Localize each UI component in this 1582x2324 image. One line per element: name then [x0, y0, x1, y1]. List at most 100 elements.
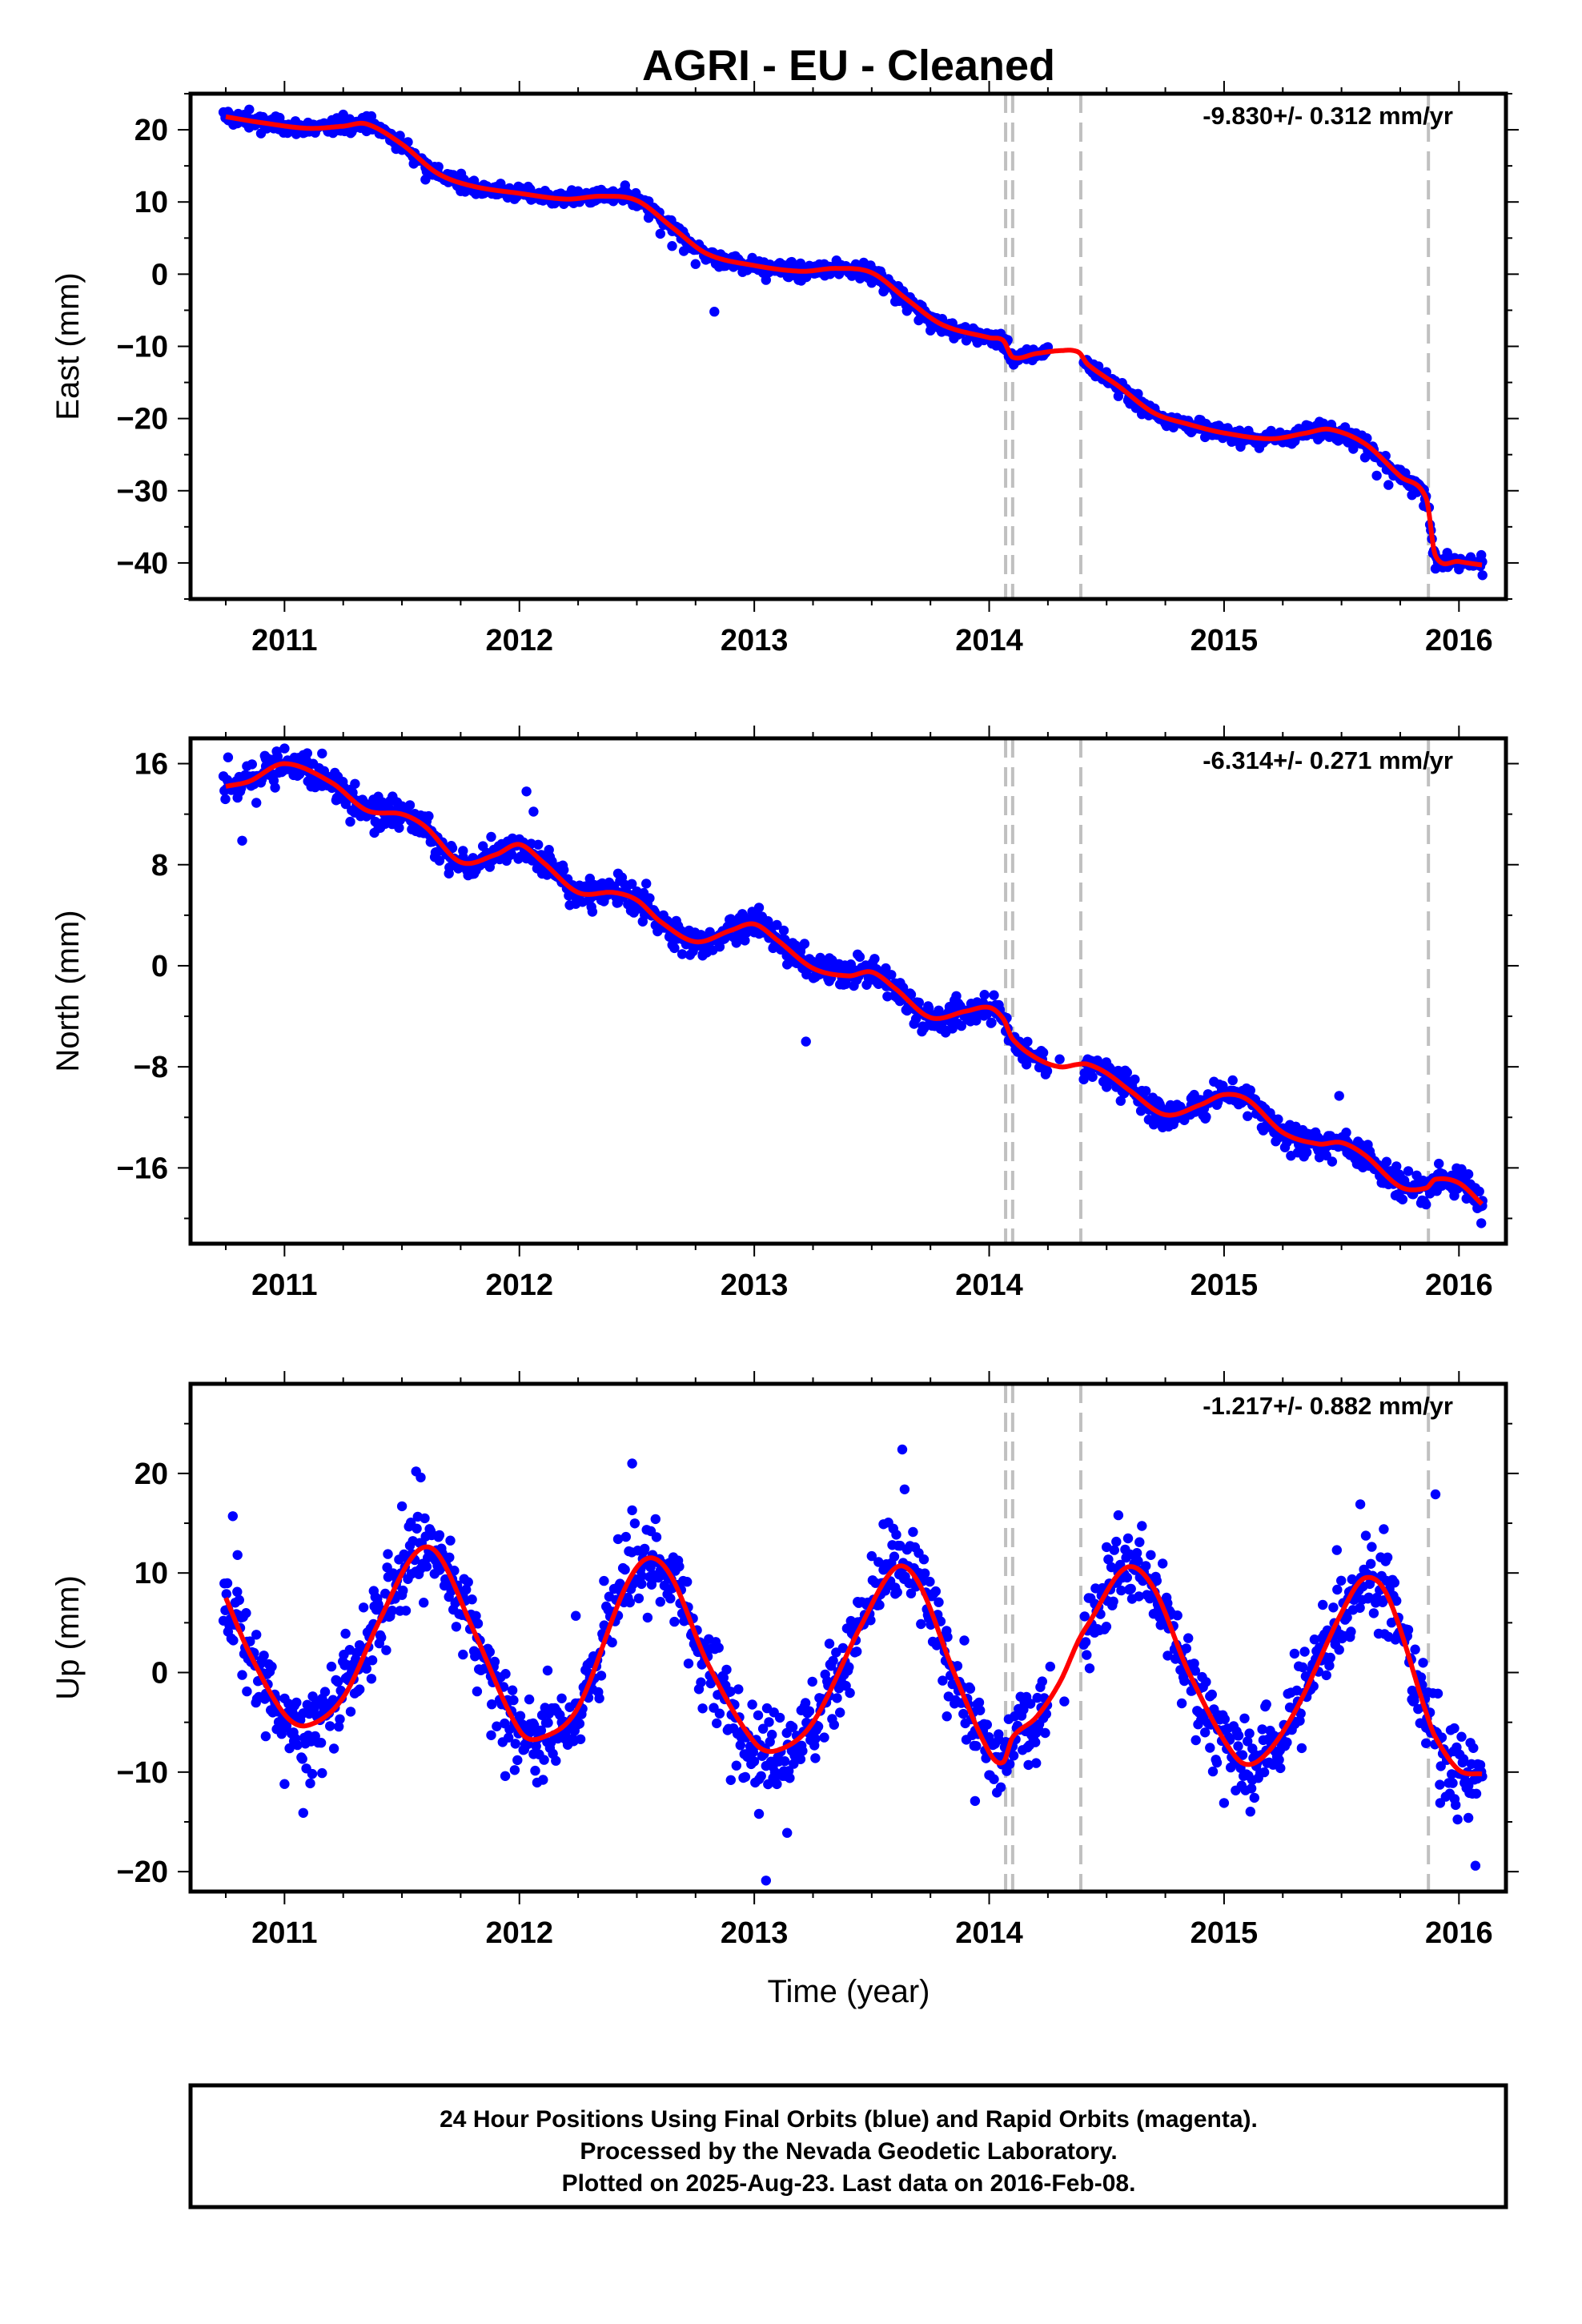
data-point: [1172, 1610, 1182, 1621]
data-point: [297, 1754, 307, 1764]
data-point: [1430, 563, 1441, 574]
data-point: [1391, 1595, 1402, 1606]
data-point: [355, 1684, 365, 1695]
data-point: [1087, 1072, 1098, 1083]
data-point: [1421, 1738, 1431, 1748]
data-point: [599, 1575, 609, 1586]
data-point: [908, 1526, 918, 1538]
data-point: [1172, 1100, 1182, 1110]
footer-line-1: 24 Hour Positions Using Final Orbits (bl…: [440, 2106, 1258, 2133]
x-tick-label: 2011: [251, 1916, 317, 1950]
data-point: [528, 1749, 539, 1759]
x-tick-label: 2016: [1425, 1269, 1493, 1302]
data-point: [965, 1683, 976, 1694]
data-point: [373, 822, 383, 834]
data-point: [645, 1526, 656, 1537]
data-point: [288, 767, 299, 778]
data-point: [1463, 1169, 1474, 1180]
data-point: [489, 1656, 500, 1667]
data-point: [774, 1712, 785, 1723]
data-point: [514, 1711, 524, 1722]
data-point: [650, 1514, 661, 1525]
data-point: [512, 1755, 523, 1766]
data-point: [831, 255, 842, 266]
data-point: [1130, 1074, 1140, 1085]
data-point: [1295, 1708, 1306, 1719]
data-point: [1038, 1047, 1049, 1058]
x-tick-label: 2016: [1425, 624, 1493, 657]
data-point: [1332, 1584, 1343, 1595]
y-tick-label: 0: [151, 1657, 168, 1691]
data-point: [345, 1707, 356, 1717]
data-point: [810, 1734, 821, 1744]
x-tick-label: 2015: [1191, 1269, 1259, 1302]
data-point: [1059, 1696, 1070, 1707]
data-point: [1054, 1054, 1065, 1064]
data-point: [713, 262, 725, 272]
data-point: [958, 1708, 969, 1719]
data-point: [376, 1632, 387, 1642]
data-point: [1133, 388, 1143, 399]
data-point: [1133, 1556, 1143, 1566]
data-point: [837, 1642, 849, 1654]
data-point: [735, 1740, 745, 1751]
data-point: [782, 959, 793, 970]
data-point: [327, 1695, 339, 1705]
data-point: [645, 1562, 656, 1573]
x-tick-label: 2011: [251, 624, 317, 657]
data-point: [1259, 1767, 1270, 1778]
data-point: [636, 1570, 647, 1582]
data-point: [530, 1765, 540, 1776]
data-point: [1141, 1561, 1151, 1571]
data-point: [1186, 1093, 1197, 1104]
data-point: [1025, 1699, 1036, 1709]
data-point: [305, 1778, 315, 1789]
velocity-rate-label: -6.314+/- 0.271 mm/yr: [1203, 746, 1453, 774]
data-point: [956, 1020, 967, 1031]
data-point: [1101, 1622, 1112, 1632]
data-point: [845, 1687, 855, 1699]
data-point: [620, 1531, 631, 1542]
data-point: [1334, 1091, 1344, 1101]
x-tick-label: 2012: [485, 1916, 553, 1950]
data-point: [288, 1736, 299, 1747]
data-point: [223, 107, 234, 117]
data-point: [1045, 1661, 1056, 1672]
data-point: [1030, 1737, 1041, 1747]
data-point: [1134, 1591, 1144, 1602]
data-point: [1348, 444, 1359, 454]
data-point: [682, 1577, 693, 1587]
data-point: [222, 1578, 233, 1589]
data-point: [1031, 1758, 1042, 1768]
data-point: [1109, 1545, 1120, 1555]
data-point: [913, 997, 925, 1008]
data-point: [810, 971, 821, 983]
data-point: [434, 1530, 445, 1541]
x-tick-label: 2014: [955, 624, 1023, 657]
data-point: [542, 1665, 553, 1676]
data-point: [232, 1550, 243, 1561]
data-point: [539, 1755, 549, 1765]
data-point: [328, 1743, 339, 1754]
data-point: [421, 1562, 432, 1572]
data-point: [492, 1721, 502, 1731]
data-point: [486, 831, 496, 842]
data-point: [472, 1686, 483, 1697]
data-point: [1451, 1799, 1461, 1811]
data-point: [1391, 1161, 1402, 1172]
data-point: [756, 1771, 766, 1781]
data-point: [406, 1569, 416, 1579]
data-point: [800, 1698, 811, 1708]
data-point: [1341, 1128, 1351, 1138]
data-point: [942, 1711, 952, 1722]
data-point: [484, 1647, 495, 1657]
data-point: [234, 1594, 244, 1606]
data-point: [1403, 1166, 1414, 1176]
data-point: [350, 778, 360, 789]
data-point: [1379, 1524, 1389, 1534]
data-point: [1359, 452, 1371, 463]
data-point: [852, 1647, 862, 1657]
data-point: [1313, 434, 1323, 444]
y-tick-label: −20: [117, 1856, 168, 1889]
